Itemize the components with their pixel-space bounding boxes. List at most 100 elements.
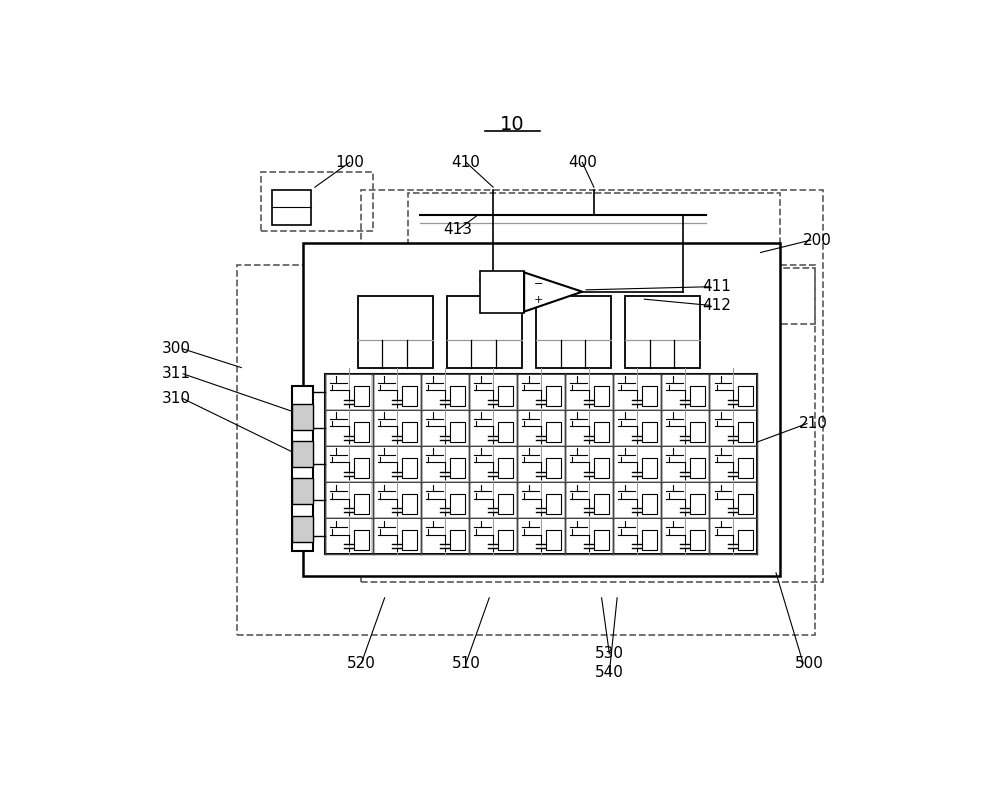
Bar (615, 375, 660, 409)
Bar (519, 375, 564, 409)
Bar (498, 530, 513, 550)
Bar (738, 385, 753, 406)
Bar (567, 411, 612, 444)
Bar (738, 494, 753, 514)
Bar (292, 441, 313, 467)
Bar (642, 530, 657, 550)
Bar (354, 494, 369, 514)
Bar (594, 422, 609, 442)
Text: 540: 540 (595, 665, 624, 680)
Bar (642, 385, 657, 406)
Bar (594, 494, 609, 514)
Bar (519, 411, 564, 444)
Bar (326, 520, 371, 553)
Bar (361, 190, 822, 583)
Bar (690, 530, 705, 550)
Bar (711, 448, 756, 481)
Polygon shape (524, 272, 582, 312)
Bar (625, 296, 700, 368)
Text: 210: 210 (799, 416, 828, 431)
Bar (423, 520, 468, 553)
Bar (567, 448, 612, 481)
Text: 200: 200 (803, 233, 832, 247)
Bar (546, 385, 561, 406)
Bar (292, 404, 313, 430)
Bar (423, 411, 468, 444)
Bar (546, 530, 561, 550)
Bar (402, 422, 417, 442)
Bar (354, 458, 369, 478)
Bar (450, 422, 465, 442)
Bar (663, 448, 708, 481)
Text: −: − (533, 279, 543, 288)
Bar (423, 483, 468, 517)
Bar (642, 458, 657, 478)
Bar (402, 385, 417, 406)
Bar (354, 422, 369, 442)
Bar (567, 520, 612, 553)
Bar (358, 296, 433, 368)
Text: 311: 311 (162, 366, 191, 381)
Bar (471, 375, 516, 409)
Bar (663, 411, 708, 444)
Bar (546, 458, 561, 478)
Text: 520: 520 (347, 655, 376, 671)
Bar (402, 530, 417, 550)
Bar (423, 448, 468, 481)
Bar (423, 375, 468, 409)
Bar (738, 458, 753, 478)
Bar (326, 411, 371, 444)
Bar (292, 386, 313, 551)
Bar (536, 296, 611, 368)
Text: 310: 310 (162, 391, 191, 406)
Bar (375, 375, 420, 409)
Bar (292, 478, 313, 504)
Bar (375, 520, 420, 553)
Bar (402, 458, 417, 478)
Bar (450, 494, 465, 514)
Bar (594, 530, 609, 550)
Text: 411: 411 (702, 280, 731, 294)
Bar (519, 520, 564, 553)
Bar (326, 375, 371, 409)
Bar (615, 483, 660, 517)
Bar (272, 190, 311, 225)
Bar (690, 458, 705, 478)
Bar (354, 385, 369, 406)
Bar (471, 483, 516, 517)
Bar (498, 422, 513, 442)
Bar (711, 483, 756, 517)
Bar (615, 520, 660, 553)
Bar (567, 483, 612, 517)
Text: 412: 412 (702, 298, 731, 313)
Bar (738, 530, 753, 550)
Bar (471, 448, 516, 481)
Bar (326, 448, 371, 481)
Bar (738, 422, 753, 442)
Bar (498, 494, 513, 514)
Bar (498, 385, 513, 406)
Bar (375, 411, 420, 444)
Bar (402, 494, 417, 514)
Bar (546, 422, 561, 442)
Text: 510: 510 (452, 655, 480, 671)
Bar (498, 458, 513, 478)
Bar (326, 483, 371, 517)
Text: 300: 300 (162, 342, 191, 356)
Bar (594, 458, 609, 478)
Bar (519, 483, 564, 517)
Bar (711, 375, 756, 409)
Bar (690, 422, 705, 442)
Text: 530: 530 (595, 646, 624, 661)
Bar (471, 411, 516, 444)
Bar (519, 448, 564, 481)
Bar (354, 530, 369, 550)
Bar (594, 385, 609, 406)
Text: 413: 413 (444, 222, 473, 237)
Bar (408, 268, 815, 324)
Text: 10: 10 (500, 116, 525, 134)
Bar (447, 296, 522, 368)
Bar (663, 483, 708, 517)
Bar (471, 520, 516, 553)
Bar (450, 458, 465, 478)
